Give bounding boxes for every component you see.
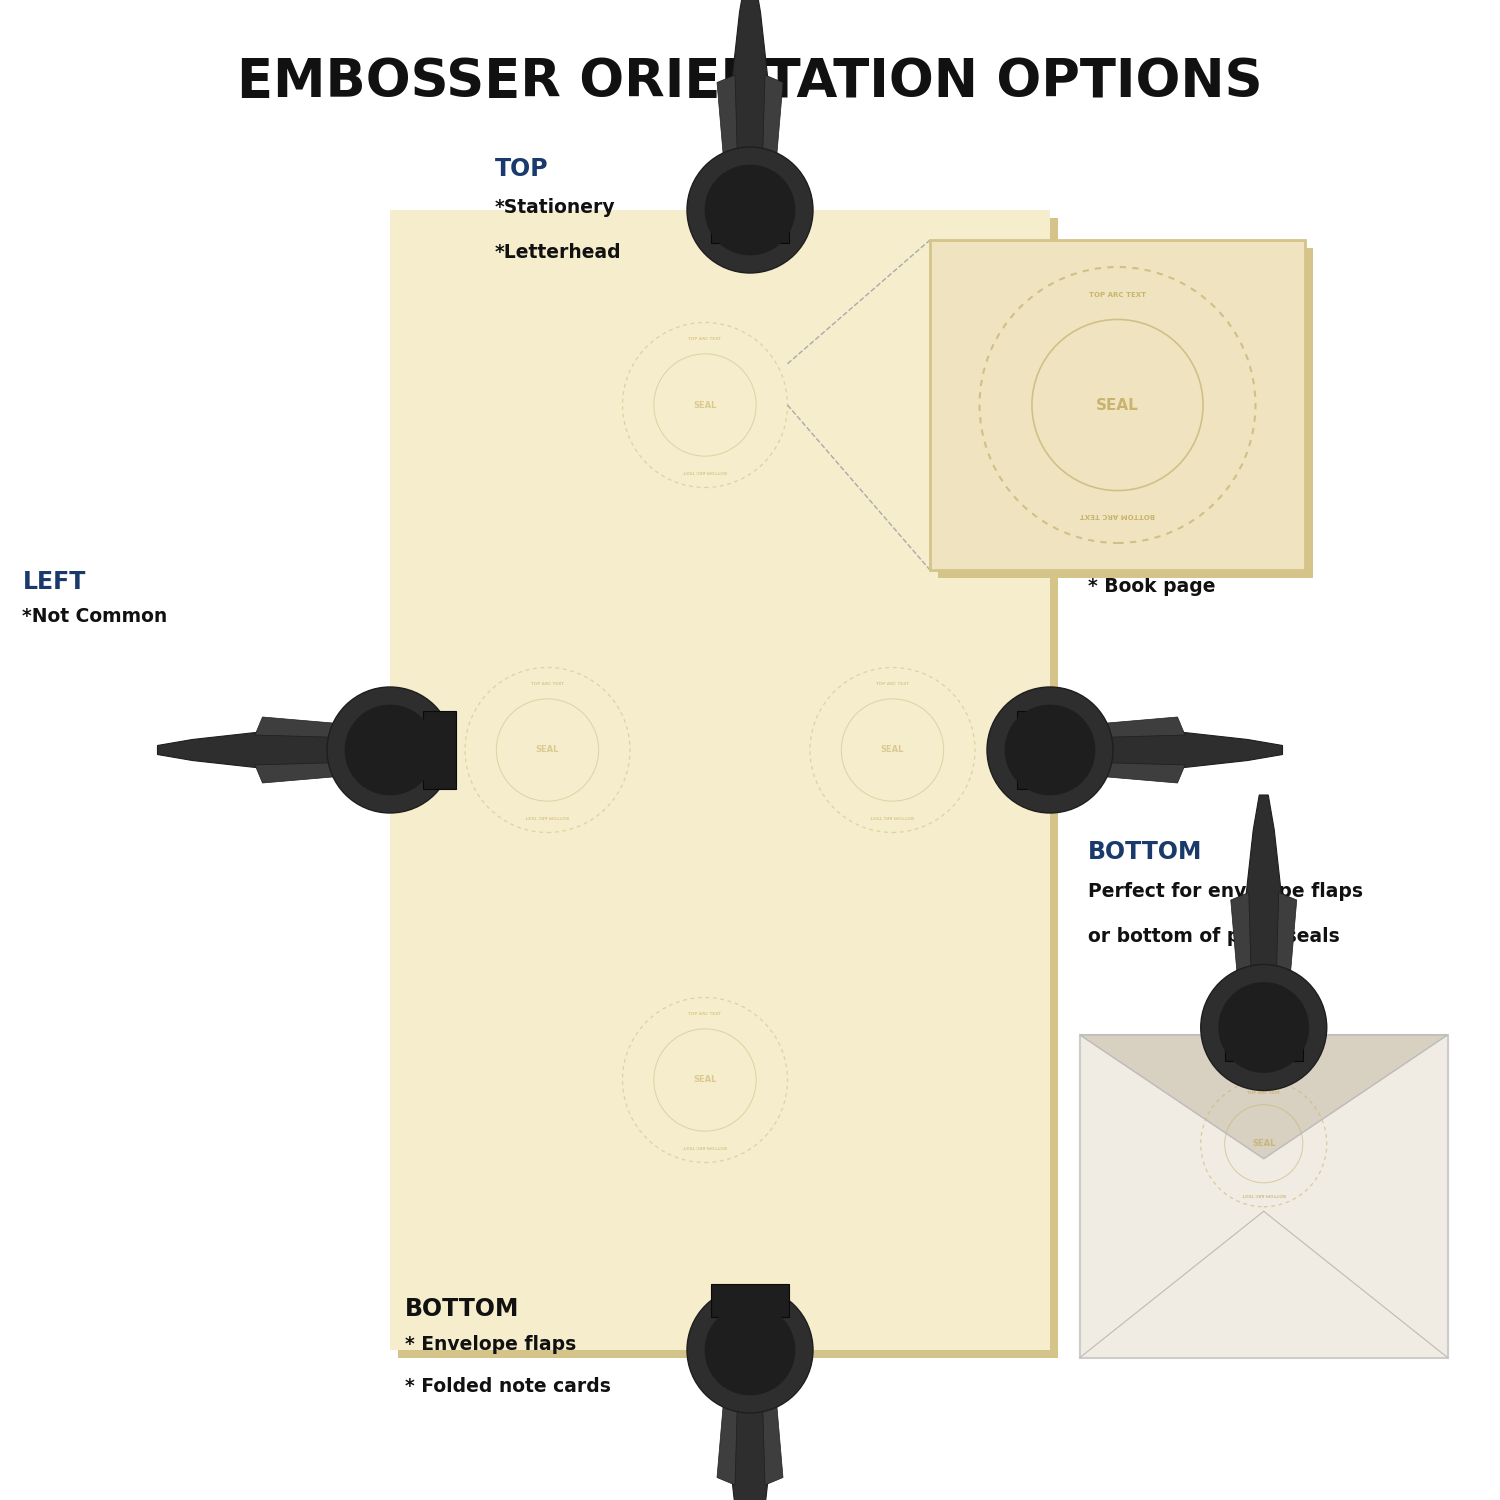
Text: BOTTOM ARC TEXT: BOTTOM ARC TEXT [682,470,728,472]
FancyBboxPatch shape [1017,711,1050,789]
Text: TOP: TOP [495,158,549,182]
Polygon shape [1080,1035,1448,1158]
Circle shape [987,687,1113,813]
Text: RIGHT: RIGHT [1088,540,1170,564]
Circle shape [1218,982,1308,1072]
Text: TOP ARC TEXT: TOP ARC TEXT [1248,1092,1280,1095]
Text: TOP ARC TEXT: TOP ARC TEXT [688,1013,722,1016]
FancyBboxPatch shape [390,210,1050,1350]
FancyBboxPatch shape [1224,1028,1302,1060]
FancyBboxPatch shape [930,240,1305,570]
Text: Perfect for envelope flaps: Perfect for envelope flaps [1088,882,1362,902]
Text: SEAL: SEAL [536,746,560,754]
Text: BOTTOM ARC TEXT: BOTTOM ARC TEXT [525,815,570,818]
Polygon shape [1275,892,1296,1005]
Text: SEAL: SEAL [880,746,904,754]
FancyBboxPatch shape [398,217,1058,1358]
Polygon shape [1230,892,1251,1005]
Text: * Envelope flaps: * Envelope flaps [405,1335,576,1354]
Text: TOP ARC TEXT: TOP ARC TEXT [688,338,722,340]
Circle shape [705,165,795,255]
Text: TOP ARC TEXT: TOP ARC TEXT [1089,291,1146,297]
Polygon shape [726,0,774,210]
Polygon shape [1072,762,1185,783]
Polygon shape [717,1372,738,1485]
Polygon shape [762,1372,783,1485]
Text: BOTTOM ARC TEXT: BOTTOM ARC TEXT [1242,1192,1286,1196]
Circle shape [705,1305,795,1395]
Circle shape [1005,705,1095,795]
FancyBboxPatch shape [1080,1035,1448,1358]
Circle shape [687,147,813,273]
Text: BOTTOM ARC TEXT: BOTTOM ARC TEXT [870,815,915,818]
FancyBboxPatch shape [423,711,456,789]
FancyBboxPatch shape [938,248,1312,578]
FancyBboxPatch shape [711,210,789,243]
Text: BOTTOM: BOTTOM [405,1298,519,1322]
Text: *Letterhead: *Letterhead [495,243,621,262]
Text: TOP ARC TEXT: TOP ARC TEXT [876,682,909,686]
FancyBboxPatch shape [711,1284,789,1317]
Circle shape [687,1287,813,1413]
Text: BOTTOM ARC TEXT: BOTTOM ARC TEXT [682,1144,728,1148]
Text: SEAL: SEAL [1096,398,1138,412]
Polygon shape [1239,795,1287,1028]
Polygon shape [255,762,368,783]
Text: SEAL: SEAL [693,1076,717,1084]
Circle shape [327,687,453,813]
Polygon shape [717,75,738,188]
Text: SEAL: SEAL [693,400,717,410]
Polygon shape [158,726,390,774]
Polygon shape [726,1350,774,1500]
Text: LEFT: LEFT [22,570,86,594]
Polygon shape [762,75,783,188]
Text: EMBOSSER ORIENTATION OPTIONS: EMBOSSER ORIENTATION OPTIONS [237,57,1263,108]
Text: * Folded note cards: * Folded note cards [405,1377,610,1396]
Text: *Stationery: *Stationery [495,198,615,217]
Text: * Book page: * Book page [1088,578,1215,597]
Polygon shape [255,717,368,738]
Text: BOTTOM ARC TEXT: BOTTOM ARC TEXT [1080,513,1155,519]
Polygon shape [1050,726,1282,774]
Circle shape [345,705,435,795]
Circle shape [1200,964,1326,1090]
Text: *Not Common: *Not Common [22,608,168,627]
Text: or bottom of page seals: or bottom of page seals [1088,927,1340,946]
Polygon shape [1072,717,1185,738]
Text: TOP ARC TEXT: TOP ARC TEXT [531,682,564,686]
Text: BOTTOM: BOTTOM [1088,840,1202,864]
Text: SEAL: SEAL [1252,1140,1275,1149]
